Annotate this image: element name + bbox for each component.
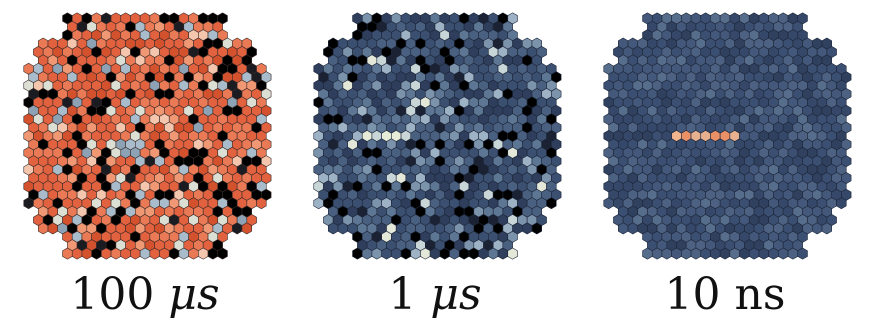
detector-pixel bbox=[651, 247, 663, 260]
detector-pixel bbox=[710, 247, 721, 260]
detector-pixel bbox=[768, 247, 779, 260]
detector-pixel bbox=[81, 247, 92, 260]
detector-pixel bbox=[139, 247, 151, 260]
detector-pixel bbox=[110, 247, 122, 260]
detector-pixel bbox=[207, 247, 219, 260]
detector-pixel bbox=[420, 247, 431, 260]
detector-pixel bbox=[217, 247, 228, 260]
detector-pixel bbox=[429, 247, 441, 260]
detector-pixel bbox=[149, 247, 160, 260]
time-label: 10 ns bbox=[580, 270, 870, 320]
detector-pixel bbox=[71, 247, 83, 260]
detector-pixel bbox=[328, 222, 339, 235]
detector-pixel bbox=[700, 247, 711, 260]
detector-pixel bbox=[198, 247, 209, 260]
detector-pixel bbox=[748, 247, 760, 260]
hexagonal-detector-map bbox=[23, 12, 272, 260]
detector-pixel bbox=[618, 222, 629, 235]
detector-pixel bbox=[23, 197, 34, 210]
detector-pixel bbox=[531, 222, 542, 235]
detector-pixel bbox=[313, 197, 324, 210]
detector-pixel bbox=[681, 247, 692, 260]
time-label: 100 μs bbox=[0, 270, 290, 320]
detector-pixel bbox=[241, 222, 252, 235]
detector-pixel bbox=[62, 247, 73, 260]
detector-pixel bbox=[178, 247, 189, 260]
detector-pixel bbox=[101, 247, 112, 260]
panel-10ns: 10 ns bbox=[580, 0, 870, 325]
detector-pixel bbox=[507, 247, 518, 260]
detector-pixel bbox=[232, 222, 243, 235]
detector-pixel bbox=[449, 247, 460, 260]
hexagonal-detector-map bbox=[313, 12, 562, 260]
detector-pixel bbox=[361, 247, 373, 260]
detector-pixel bbox=[47, 222, 58, 235]
detector-pixel bbox=[381, 247, 392, 260]
time-value: 1 bbox=[388, 269, 417, 320]
time-label: 1 μs bbox=[290, 270, 580, 320]
detector-pixel bbox=[188, 247, 199, 260]
detector-pixel bbox=[468, 247, 479, 260]
detector-pixel bbox=[352, 247, 363, 260]
detector-pixel bbox=[729, 247, 740, 260]
detector-pixel bbox=[642, 247, 653, 260]
time-unit: ns bbox=[734, 269, 786, 320]
detector-pixel bbox=[488, 247, 499, 260]
detector-pixel bbox=[739, 247, 750, 260]
hexagonal-detector-map bbox=[603, 12, 852, 260]
detector-pixel bbox=[130, 247, 141, 260]
detector-pixel bbox=[410, 247, 421, 260]
detector-pixel bbox=[836, 197, 847, 210]
detector-pixel bbox=[168, 247, 180, 260]
detector-pixel bbox=[797, 247, 808, 260]
detector-pixel bbox=[522, 222, 533, 235]
detector-pixel bbox=[400, 247, 412, 260]
detector-pixel bbox=[91, 247, 102, 260]
detector-pixel bbox=[546, 197, 557, 210]
detector-pixel bbox=[787, 247, 799, 260]
detector-pixel bbox=[337, 222, 348, 235]
detector-pixel bbox=[603, 197, 614, 210]
detector-pixel bbox=[778, 247, 789, 260]
detector-pixel bbox=[812, 222, 823, 235]
time-unit: μs bbox=[430, 269, 482, 320]
detector-pixel bbox=[120, 247, 131, 260]
detector-pixel bbox=[371, 247, 382, 260]
detector-pixel bbox=[391, 247, 402, 260]
panel-1us: 1 μs bbox=[290, 0, 580, 325]
time-value: 10 bbox=[664, 269, 721, 320]
detector-pixel bbox=[627, 222, 638, 235]
detector-pixel bbox=[256, 197, 267, 210]
detector-pixel bbox=[497, 247, 509, 260]
detector-pixel bbox=[758, 247, 769, 260]
panel-100us: 100 μs bbox=[0, 0, 290, 325]
detector-pixel bbox=[439, 247, 450, 260]
time-unit: μs bbox=[168, 269, 220, 320]
detector-pixel bbox=[478, 247, 489, 260]
detector-pixel bbox=[719, 247, 731, 260]
detector-pixel bbox=[38, 222, 49, 235]
time-value: 100 bbox=[70, 269, 155, 320]
detector-pixel bbox=[821, 222, 832, 235]
detector-pixel bbox=[458, 247, 470, 260]
detector-pixel bbox=[661, 247, 672, 260]
detector-pixel bbox=[690, 247, 702, 260]
detector-pixel bbox=[671, 247, 682, 260]
detector-pixel bbox=[159, 247, 170, 260]
